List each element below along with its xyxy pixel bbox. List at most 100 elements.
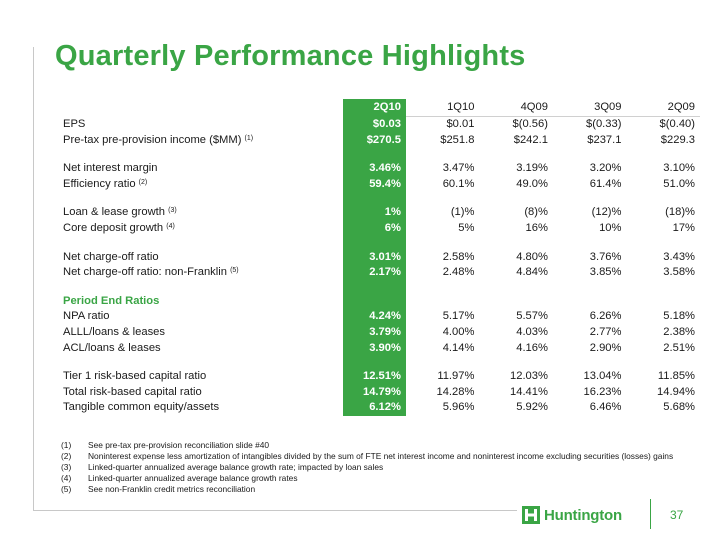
- row-label: EPS: [63, 117, 86, 130]
- spacer-row: [56, 148, 700, 162]
- table-cell: 5%: [458, 221, 475, 234]
- table-cell: 11.97%: [437, 370, 475, 383]
- table-cell: 12.03%: [510, 370, 548, 383]
- row-label: NPA ratio: [63, 310, 110, 323]
- header-label-cell: [56, 99, 343, 117]
- current-quarter-value: 3.46%: [343, 161, 406, 177]
- table-cell: 5.92%: [516, 401, 548, 414]
- table-cell: 2.58%: [442, 250, 475, 263]
- table-cell: 3.20%: [589, 162, 622, 175]
- table-cell: 2.51%: [663, 341, 695, 354]
- slide-title: Quarterly Performance Highlights: [55, 40, 526, 72]
- table-header-row: 2Q10 1Q10 4Q09 3Q09 2Q09: [56, 99, 700, 117]
- spacer-row: [56, 236, 700, 250]
- footnote: (2) Noninterest expense less amortization…: [61, 451, 674, 461]
- table-row: Pre-tax pre-provision income ($MM) (1) $…: [56, 132, 700, 149]
- table-cell: 5.17%: [442, 310, 475, 323]
- row-label: Tangible common equity/assets: [63, 401, 220, 414]
- footnote: (3) Linked-quarter annualized average bal…: [61, 462, 384, 472]
- row-label: Efficiency ratio (2): [63, 177, 148, 190]
- table-cell: 49.0%: [516, 177, 548, 190]
- table-cell: 5.57%: [516, 310, 548, 323]
- current-quarter-value: $0.03: [343, 116, 406, 133]
- row-label: Total risk-based capital ratio: [63, 385, 202, 398]
- row-label: Net interest margin: [63, 162, 158, 175]
- row-label: Core deposit growth (4): [63, 221, 175, 234]
- current-quarter-value: $270.5: [343, 132, 406, 149]
- table-cell: 3.43%: [663, 250, 695, 263]
- table-cell: 2.38%: [663, 325, 695, 338]
- footnote: (5) See non-Franklin credit metrics recon…: [61, 484, 256, 494]
- column-header: 3Q09: [552, 99, 627, 117]
- spacer-row: [56, 192, 700, 206]
- table-cell: 51.0%: [663, 177, 695, 190]
- table-row: Loan & lease growth (3) 1% (1)% (8)% (12…: [56, 205, 700, 221]
- table-cell: $229.3: [660, 133, 695, 146]
- slide-frame-left: [33, 47, 34, 510]
- footnote: (4) Linked-quarter annualized average bal…: [61, 473, 298, 483]
- footnotes: (1) See pre-tax pre-provision reconciliat…: [61, 440, 688, 495]
- table-cell: $(0.56): [512, 118, 548, 130]
- table-row: Core deposit growth (4) 6% 5% 16% 10% 17…: [56, 220, 700, 237]
- current-quarter-value: 4.24%: [343, 309, 406, 325]
- table-cell: 3.10%: [663, 162, 695, 175]
- column-header: 2Q10: [343, 99, 406, 117]
- row-label: Tier 1 risk-based capital ratio: [63, 370, 207, 383]
- table-cell: 16.23%: [583, 385, 622, 398]
- current-quarter-value: [343, 293, 406, 310]
- table-cell: 2.90%: [589, 341, 622, 354]
- table-cell: 11.85%: [657, 370, 695, 383]
- current-quarter-value: 3.90%: [343, 340, 406, 357]
- table-row: Total risk-based capital ratio 14.79% 14…: [56, 384, 700, 401]
- table-cell: 14.94%: [657, 385, 695, 398]
- current-quarter-value: 6.12%: [343, 400, 406, 416]
- table-cell: (8)%: [524, 206, 548, 219]
- table-cell: 4.00%: [442, 325, 475, 338]
- table-cell: 2.77%: [589, 325, 622, 338]
- table-cell: $242.1: [513, 133, 548, 146]
- table-cell: 4.80%: [516, 250, 548, 263]
- table-row: ALLL/loans & leases 3.79% 4.00% 4.03% 2.…: [56, 324, 700, 341]
- spacer-row: [56, 356, 700, 370]
- table-row: Net charge-off ratio 3.01% 2.58% 4.80% 3…: [56, 249, 700, 266]
- logo-text: Huntington: [544, 506, 622, 524]
- current-quarter-value: 2.17%: [343, 265, 406, 281]
- table-cell: 4.14%: [442, 341, 475, 354]
- table-row: Net charge-off ratio: non-Franklin (5) 2…: [56, 265, 700, 281]
- huntington-logo: Huntington: [522, 506, 622, 524]
- table-cell: (1)%: [450, 206, 475, 219]
- current-quarter-value: 3.01%: [343, 249, 406, 266]
- table-cell: 4.03%: [516, 325, 548, 338]
- table-cell: $(0.33): [586, 118, 622, 130]
- spacer-row: [56, 280, 700, 294]
- footer-divider: [650, 499, 651, 529]
- row-label: Net charge-off ratio: non-Franklin (5): [63, 266, 239, 279]
- section-heading: Period End Ratios: [63, 294, 160, 307]
- row-label: Loan & lease growth (3): [63, 206, 177, 219]
- table-cell: 14.41%: [510, 385, 548, 398]
- table-row: EPS $0.03 $0.01 $(0.56) $(0.33) $(0.40): [56, 116, 700, 133]
- current-quarter-value: 1%: [343, 205, 406, 221]
- current-quarter-value: 59.4%: [343, 176, 406, 193]
- table-cell: 14.28%: [436, 385, 475, 398]
- column-header: 1Q10: [405, 99, 480, 117]
- table-cell: 3.58%: [663, 266, 695, 279]
- page-number: 37: [670, 508, 684, 522]
- table-cell: 5.18%: [663, 310, 695, 323]
- table-cell: 4.16%: [516, 341, 548, 354]
- table-cell: 5.68%: [663, 401, 695, 414]
- table-cell: 6.26%: [589, 310, 622, 323]
- table-row: Net interest margin 3.46% 3.47% 3.19% 3.…: [56, 161, 700, 177]
- table-cell: $0.01: [446, 118, 475, 130]
- current-quarter-value: 3.79%: [343, 324, 406, 341]
- table-cell: 6.46%: [589, 401, 622, 414]
- table-cell: $251.8: [440, 133, 475, 146]
- column-header: 4Q09: [479, 99, 553, 117]
- row-label: Pre-tax pre-provision income ($MM) (1): [63, 133, 254, 146]
- table-cell: $(0.40): [659, 118, 695, 130]
- table-cell: (18)%: [665, 206, 695, 219]
- row-label: Net charge-off ratio: [63, 250, 159, 263]
- table-cell: 3.47%: [442, 162, 475, 175]
- table-cell: 3.85%: [589, 266, 622, 279]
- table-cell: 10%: [599, 221, 622, 234]
